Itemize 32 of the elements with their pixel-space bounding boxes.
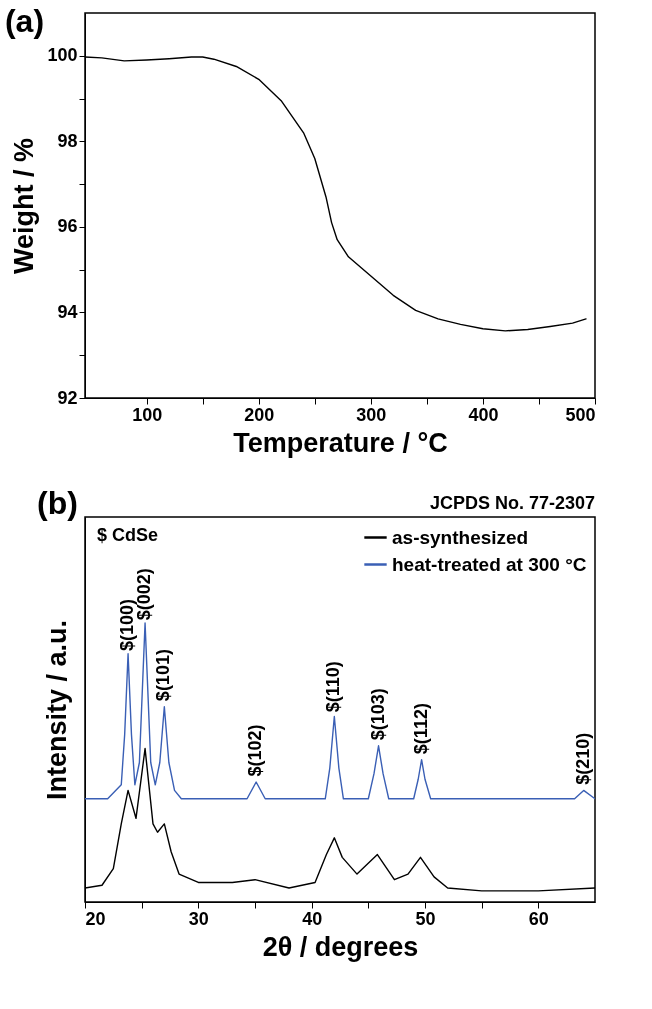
y-tick-label: 96 [57,216,78,237]
legend-label: heat-treated at 300 °C [392,553,587,575]
x-tick-label: 500 [565,404,596,425]
x-tick-label: 50 [415,908,436,929]
y-tick-label: 98 [57,130,78,151]
x-tick-label: 60 [528,908,549,929]
annotation: $(100) [117,598,138,651]
annotation: $(210) [572,732,593,785]
y-tick-label: 100 [47,45,78,66]
y-tick-label: 94 [57,301,78,322]
x-tick-label: 30 [188,908,209,929]
y-tick-label: 92 [57,387,78,408]
x-axis-title: Temperature / °C [233,427,448,458]
x-tick-label: 40 [302,908,323,929]
annotation: $(102) [245,724,266,777]
text: $ CdSe [97,525,159,545]
x-tick-label: 300 [356,404,387,425]
x-tick-label: 100 [132,404,163,425]
x-tick-label: 20 [85,908,106,929]
y-axis-title: Weight / % [9,137,40,275]
annotation: $(110) [323,661,344,713]
chart-title: (b) [37,485,78,521]
text: JCPDS No. 77-2307 [429,493,595,513]
x-tick-label: 400 [468,404,499,425]
annotation: $(103) [367,688,388,741]
chart-title: (a) [4,3,45,39]
y-axis-title: Intensity / a.u. [41,619,72,801]
annotation: $(101) [153,649,174,702]
x-tick-label: 200 [244,404,275,425]
annotation: $(112) [410,703,431,755]
legend-label: as-synthesized [392,526,529,548]
x-axis-title: 2θ / degrees [262,931,419,962]
